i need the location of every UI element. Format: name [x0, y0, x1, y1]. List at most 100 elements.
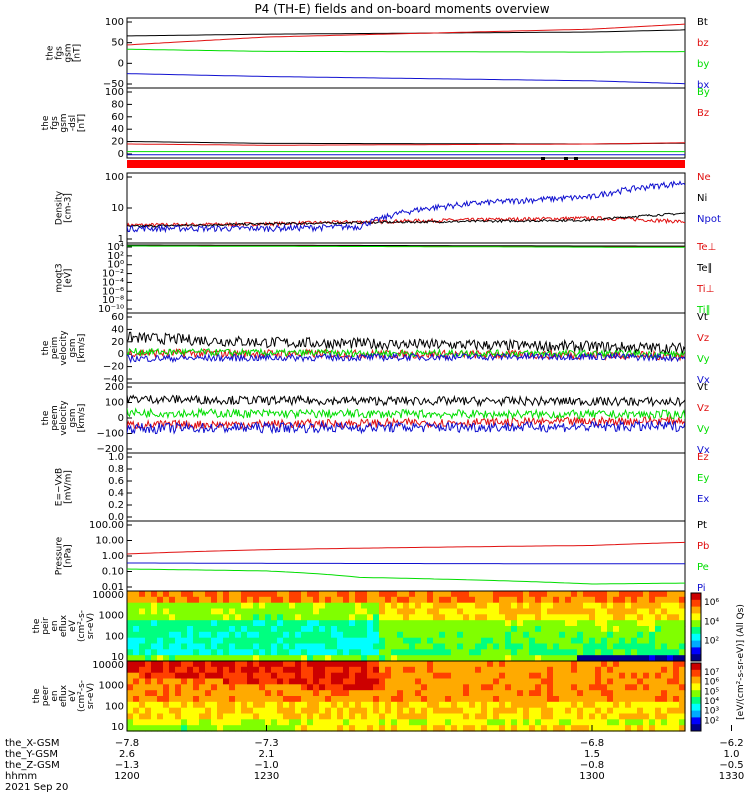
spectrogram-cell — [433, 666, 440, 674]
spectrogram-cell — [175, 719, 182, 726]
spectrogram-cell — [205, 596, 212, 604]
spectrogram-cell — [241, 719, 248, 726]
spectrogram-cell — [529, 643, 536, 650]
panel-ytick: 1.00 — [102, 551, 124, 562]
spectrogram-cell — [343, 684, 350, 691]
spectrogram-cell — [163, 608, 170, 615]
panel-ytick: −20 — [103, 362, 124, 373]
spectrogram-cell — [349, 672, 356, 680]
spectrogram-cell — [331, 643, 338, 650]
spectrogram-cell — [385, 596, 392, 604]
spectrogram-cell — [481, 672, 488, 680]
spectrogram-cell — [325, 614, 332, 621]
spectrogram-cell — [145, 596, 152, 604]
spectrogram-cell — [217, 620, 224, 627]
spectrogram-cell — [157, 620, 164, 627]
spectrogram-cell — [529, 614, 536, 621]
spectrogram-cell — [157, 626, 164, 633]
spectrogram-cell — [427, 678, 434, 685]
panel-ytick: 0 — [118, 149, 124, 160]
spectrogram-cell — [553, 666, 560, 674]
spectrogram-cell — [133, 707, 140, 715]
spectrogram-cell — [337, 661, 344, 668]
spectrogram-cell — [127, 725, 134, 732]
panel-ytick: 40 — [111, 124, 124, 135]
spectrogram-cell — [337, 672, 344, 680]
spectrogram-cell — [223, 655, 230, 662]
spectrogram-cell — [187, 690, 194, 697]
spectrogram-cell — [601, 602, 608, 610]
spectrogram-cell — [319, 614, 326, 621]
spectrogram-cell — [523, 690, 530, 697]
spectrogram-cell — [289, 637, 296, 645]
spectrogram-cell — [253, 661, 260, 668]
spectrogram-cell — [265, 614, 272, 621]
spectrogram-cell — [331, 719, 338, 726]
spectrogram-cell — [607, 719, 614, 726]
spectrogram-cell — [661, 725, 668, 732]
spectrogram-cell — [475, 608, 482, 615]
spectrogram-cell — [217, 666, 224, 674]
spectrogram-cell — [523, 637, 530, 645]
spectrogram-cell — [415, 690, 422, 697]
spectrogram-cell — [241, 678, 248, 685]
spectrogram-cell — [439, 649, 446, 656]
spectrogram-cell — [661, 655, 668, 662]
spectrogram-cell — [235, 725, 242, 732]
spectrogram-cell — [445, 614, 452, 621]
spectrogram-cell — [283, 655, 290, 662]
spectrogram-cell — [463, 701, 470, 709]
spectrogram-cell — [301, 602, 308, 610]
spectrogram-cell — [655, 719, 662, 726]
spectrogram-cell — [595, 649, 602, 656]
spectrogram-cell — [367, 608, 374, 615]
spectrogram-cell — [367, 666, 374, 674]
spectrogram-cell — [499, 678, 506, 685]
legend-item: Ex — [697, 494, 709, 505]
spectrogram-cell — [307, 614, 314, 621]
spectrogram-cell — [265, 701, 272, 709]
spectrogram-cell — [499, 684, 506, 691]
spectrogram-cell — [481, 626, 488, 633]
spectrogram-cell — [259, 661, 266, 668]
spectrogram-cell — [241, 631, 248, 639]
spectrogram-cell — [457, 614, 464, 621]
spectrogram-cell — [235, 719, 242, 726]
spectrogram-cell — [547, 626, 554, 633]
spectrogram-cell — [373, 678, 380, 685]
panel-ylabel: moqt3 — [55, 263, 65, 292]
spectrogram-cell — [391, 649, 398, 656]
spectrogram-cell — [241, 602, 248, 610]
spectrogram-cell — [373, 643, 380, 650]
spectrogram-cell — [601, 701, 608, 709]
spectrogram-cell — [181, 661, 188, 668]
spectrogram-cell — [277, 608, 284, 615]
spectrogram-cell — [391, 666, 398, 674]
spectrogram-cell — [373, 608, 380, 615]
colorbar-segment — [691, 613, 701, 621]
spectrogram-cell — [571, 678, 578, 685]
spectrogram-cell — [289, 591, 296, 598]
spectrogram-cell — [127, 696, 134, 703]
spectrogram-cell — [271, 678, 278, 685]
spectrogram-cell — [313, 596, 320, 604]
spectrogram-cell — [415, 684, 422, 691]
spectrogram-cell — [343, 672, 350, 680]
spectrogram-cell — [511, 649, 518, 656]
spectrogram-cell — [265, 608, 272, 615]
spectrogram-cell — [271, 666, 278, 674]
spectrogram-cell — [487, 626, 494, 633]
spectrogram-cell — [571, 690, 578, 697]
spectrogram-cell — [253, 655, 260, 662]
spectrogram-cell — [181, 620, 188, 627]
spectrogram-cell — [175, 701, 182, 709]
spectrogram-cell — [577, 666, 584, 674]
spectrogram-cell — [241, 672, 248, 680]
spectrogram-cell — [397, 620, 404, 627]
spectrogram-cell — [349, 696, 356, 703]
spectrogram-cell — [541, 707, 548, 715]
spectrogram-cell — [313, 655, 320, 662]
spectrogram-cell — [367, 696, 374, 703]
spectrogram-cell — [223, 719, 230, 726]
